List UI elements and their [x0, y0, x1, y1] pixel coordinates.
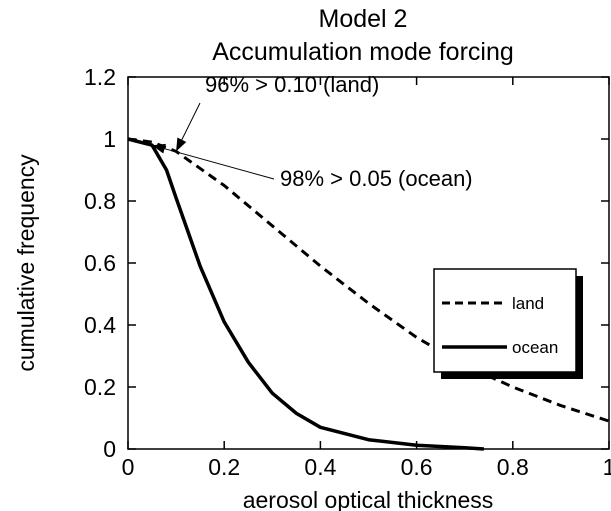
annotation-land: 96% > 0.10 (land): [205, 72, 379, 97]
y-axis-label: cumulative frequency: [13, 154, 39, 372]
chart-title-line-2: Accumulation mode forcing: [212, 38, 514, 66]
annotation-leader-ocean: [151, 144, 275, 180]
legend-label-land: land: [512, 294, 544, 313]
y-tick-label: 0.8: [84, 188, 116, 214]
y-tick-label: 0.6: [84, 250, 116, 276]
annotation-ocean: 98% > 0.05 (ocean): [280, 166, 473, 191]
x-tick-label: 0: [122, 454, 135, 480]
x-tick-label: 0.6: [401, 454, 433, 480]
legend-box: [433, 268, 577, 373]
chart-title: Model 2 Accumulation mode forcing: [212, 5, 514, 66]
y-tick-label: 1.2: [84, 64, 116, 90]
x-tick-label: 0.8: [497, 454, 529, 480]
x-tick-label: 1: [603, 454, 611, 480]
annotations: 96% > 0.10 (land) 98% > 0.05 (ocean): [151, 72, 473, 191]
x-axis-label: aerosol optical thickness: [243, 487, 494, 511]
y-tick-label: 0.2: [84, 374, 116, 400]
series-line-ocean: [127, 137, 485, 451]
chart-title-line-1: Model 2: [319, 5, 408, 33]
x-tick-label: 0.2: [208, 454, 240, 480]
y-tick-label: 1: [103, 126, 116, 152]
y-tick-label: 0: [103, 436, 116, 462]
tick-labels: 0 0.2 0.4 0.6 0.8 1 0 0.2 0.4 0.6 0.8 1 1.2: [84, 64, 611, 480]
y-tick-label: 0.4: [84, 312, 116, 338]
legend-label-ocean: ocean: [512, 338, 558, 357]
annotation-arrowhead-ocean: [152, 143, 166, 154]
series-line-land: [127, 137, 610, 423]
series-layer: [127, 137, 610, 451]
legend: land ocean: [433, 268, 583, 379]
annotation-arrowhead-land: [176, 137, 187, 152]
x-tick-label: 0.4: [304, 454, 336, 480]
axis-ticks: [127, 76, 610, 450]
